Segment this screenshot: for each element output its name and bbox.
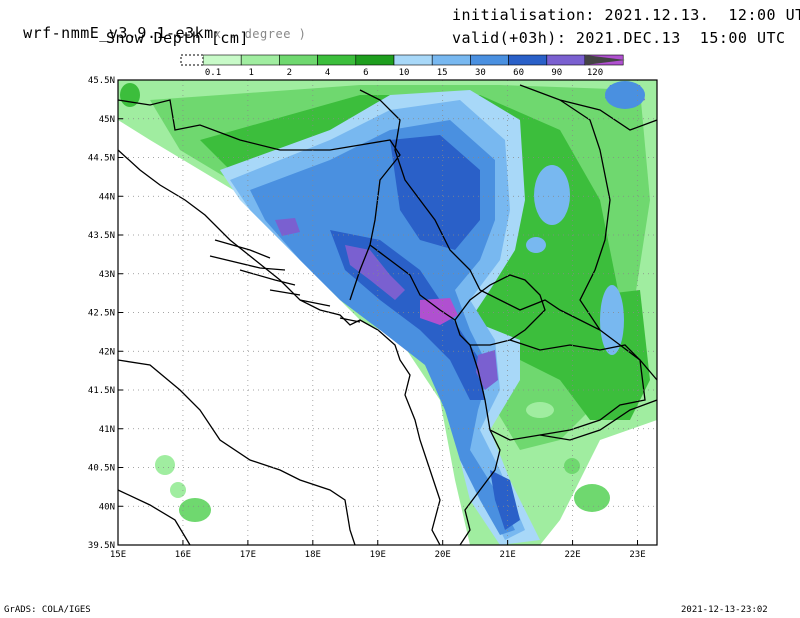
- snow-dark-blue-3: [490, 470, 520, 530]
- islands-4: [269, 289, 301, 296]
- variable-title: Snow Depth [cm]: [106, 29, 249, 47]
- x-tick-label: 18E: [305, 550, 321, 560]
- colorbar-label: 0.1: [204, 68, 222, 78]
- x-tick-label: 21E: [500, 550, 516, 560]
- y-tick-label: 40.5N: [88, 464, 115, 474]
- colorbar-label: 4: [324, 68, 331, 78]
- x-tick-label: 20E: [435, 550, 451, 560]
- macedonia-border: [469, 339, 646, 441]
- y-tick-label: 45N: [99, 115, 115, 125]
- colorbar-label: 10: [398, 68, 410, 78]
- snow-blob-east-3: [526, 237, 546, 253]
- y-tick-label: 42.5N: [88, 309, 115, 319]
- greece-north-border: [539, 399, 657, 441]
- y-tick-label: 39.5N: [88, 541, 115, 551]
- islands-5: [299, 299, 331, 307]
- map-ticks: 15E 16E 17E 18E 19E 20E 21E 22E 23E 45.5N 45N 44.5N…: [88, 76, 646, 560]
- snow-blob-se-3: [526, 402, 554, 418]
- snow-blob-east-1: [534, 165, 570, 225]
- colorbar-label: 6: [363, 68, 369, 78]
- footer-left: GrADS: COLA/IGES: [4, 605, 91, 615]
- bulgaria-border: [559, 99, 611, 331]
- snow-blob-sw-2: [179, 498, 211, 522]
- colorbar-label: 90: [551, 68, 563, 78]
- colorbar-label: 60: [513, 68, 525, 78]
- footer-right: 2021-12-13-23:02: [681, 605, 768, 615]
- valid-time: valid(+03h): 2021.DEC.13 15:00 UTC: [452, 29, 786, 47]
- x-tick-label: 19E: [370, 550, 386, 560]
- italy-coast: [118, 359, 356, 545]
- albania-greece-border: [459, 429, 501, 545]
- y-tick-label: 45.5N: [88, 76, 115, 86]
- y-tick-label: 44N: [99, 192, 115, 202]
- y-tick-label: 41N: [99, 425, 115, 435]
- colorbar-label: 1: [248, 68, 254, 78]
- snow-dark-blue: [390, 135, 480, 250]
- snow-blob-east-2: [600, 285, 624, 355]
- x-tick-label: 17E: [240, 550, 256, 560]
- colorbar-underflow: [180, 54, 204, 66]
- snow-blob-se-2: [564, 458, 580, 474]
- x-tick-label: 22E: [564, 550, 580, 560]
- colorbar-label: 15: [436, 68, 448, 78]
- snow-purple-5: [275, 218, 300, 236]
- italy-heel: [118, 489, 191, 545]
- x-tick-label: 16E: [175, 550, 191, 560]
- snow-green-sw: [555, 290, 650, 420]
- y-tick-label: 42N: [99, 347, 115, 357]
- snow-blob-sw-1: [155, 455, 175, 475]
- colorbar: [180, 54, 625, 66]
- islands-6: [339, 317, 361, 323]
- snow-purple-3: [476, 350, 498, 390]
- init-time: initialisation: 2021.12.13. 12:00 UTC: [452, 6, 800, 24]
- croatia-border: [118, 99, 401, 301]
- model-name: wrf-nmmE_v3.9.1-e3km: [23, 24, 214, 42]
- snow-purple-2: [420, 298, 458, 325]
- colorbar-arrow: [585, 55, 625, 65]
- kosovo-border: [454, 274, 546, 346]
- y-tick-label: 41.5N: [88, 386, 115, 396]
- adriatic-coast-east: [118, 149, 441, 545]
- snow-blob-east-4: [605, 81, 645, 109]
- x-tick-label: 23E: [629, 550, 645, 560]
- model-units: x . degree ): [213, 27, 307, 41]
- y-tick-label: 43N: [99, 270, 115, 280]
- y-tick-label: 44.5N: [88, 154, 115, 164]
- montenegro-border: [369, 244, 471, 346]
- snow-blob-se-1: [574, 484, 610, 512]
- snow-purple-1: [345, 245, 405, 300]
- coastlines-borders: [118, 84, 657, 545]
- colorbar-label: 120: [586, 68, 604, 78]
- y-tick-label: 43.5N: [88, 231, 115, 241]
- model-title: wrf-nmmE_v3.9.1-e3kmx . degree ): [4, 6, 306, 42]
- colorbar-label: 30: [474, 68, 486, 78]
- colorbar-label: 2: [286, 68, 293, 78]
- romania-border: [519, 84, 657, 131]
- islands-3: [239, 269, 296, 286]
- islands-1: [214, 239, 271, 259]
- y-tick-label: 40N: [99, 502, 115, 512]
- islands-2: [209, 255, 286, 271]
- snow-blob-sw-3: [170, 482, 186, 498]
- x-tick-label: 15E: [110, 550, 126, 560]
